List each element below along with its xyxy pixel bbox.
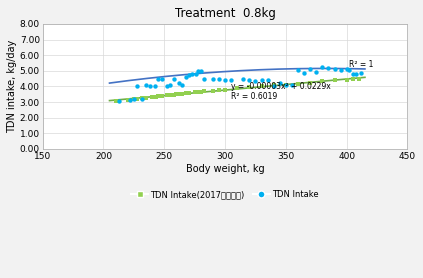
Point — [179, 91, 186, 96]
Point — [228, 78, 234, 82]
Point — [159, 94, 165, 98]
Point — [151, 84, 158, 89]
Point — [258, 84, 265, 88]
Point — [307, 67, 313, 71]
Point — [189, 72, 195, 76]
Point — [139, 97, 146, 101]
Point — [198, 69, 204, 73]
Point — [270, 83, 277, 88]
Point — [183, 91, 190, 96]
Point — [216, 88, 222, 92]
Point — [209, 88, 216, 93]
Point — [143, 95, 149, 100]
Point — [209, 77, 216, 82]
Text: R² = 1: R² = 1 — [349, 60, 374, 69]
Point — [337, 68, 344, 72]
X-axis label: Body weight, kg: Body weight, kg — [186, 163, 264, 173]
Point — [349, 77, 356, 81]
Point — [319, 65, 326, 69]
Point — [346, 68, 352, 72]
Point — [155, 77, 162, 82]
Point — [264, 78, 271, 83]
Title: Treatment  0.8kg: Treatment 0.8kg — [175, 7, 275, 20]
Point — [192, 72, 199, 76]
Point — [252, 79, 259, 83]
Point — [163, 93, 170, 98]
Point — [283, 82, 289, 87]
Point — [331, 78, 338, 83]
Point — [358, 71, 365, 75]
Point — [295, 81, 302, 86]
Point — [216, 76, 222, 81]
Point — [152, 94, 159, 99]
Point — [139, 96, 146, 100]
Point — [270, 83, 277, 88]
Point — [240, 77, 247, 82]
Point — [222, 87, 228, 92]
Point — [170, 76, 177, 81]
Point — [319, 79, 326, 84]
Point — [127, 98, 134, 102]
Point — [301, 71, 308, 75]
Text: y = -0.00003x² + 0.0229x
R² = 0.6019: y = -0.00003x² + 0.0229x R² = 0.6019 — [231, 82, 331, 101]
Point — [355, 76, 362, 81]
Point — [353, 72, 360, 76]
Point — [191, 90, 198, 95]
Point — [307, 80, 313, 85]
Point — [325, 65, 332, 70]
Point — [116, 99, 123, 103]
Point — [222, 78, 228, 82]
Point — [185, 91, 192, 95]
Point — [167, 83, 174, 87]
Point — [198, 90, 204, 94]
Point — [349, 72, 356, 76]
Point — [195, 90, 202, 94]
Point — [159, 76, 165, 81]
Point — [146, 83, 153, 88]
Point — [201, 76, 208, 81]
Point — [246, 85, 253, 90]
Point — [177, 92, 184, 96]
Point — [163, 83, 170, 88]
Point — [124, 98, 131, 102]
Y-axis label: TDN intake, kg/day: TDN intake, kg/day — [7, 40, 17, 133]
Point — [343, 77, 350, 82]
Point — [143, 83, 149, 87]
Point — [295, 68, 302, 72]
Point — [201, 89, 208, 94]
Point — [234, 86, 241, 91]
Point — [276, 81, 283, 86]
Point — [183, 75, 190, 79]
Point — [258, 78, 265, 82]
Legend: TDN Intake(2017사양표준), TDN Intake: TDN Intake(2017사양표준), TDN Intake — [128, 187, 322, 202]
Point — [130, 97, 137, 101]
Point — [176, 80, 182, 85]
Point — [288, 83, 295, 87]
Point — [149, 95, 156, 99]
Point — [112, 99, 119, 103]
Point — [283, 82, 289, 87]
Point — [170, 92, 177, 97]
Point — [246, 78, 253, 83]
Point — [313, 70, 320, 75]
Point — [179, 83, 186, 87]
Point — [134, 96, 141, 101]
Point — [173, 92, 180, 96]
Point — [331, 67, 338, 71]
Point — [185, 73, 192, 77]
Point — [130, 97, 137, 101]
Point — [167, 93, 174, 97]
Point — [195, 69, 202, 73]
Point — [134, 83, 141, 88]
Point — [343, 67, 350, 71]
Point — [155, 94, 162, 98]
